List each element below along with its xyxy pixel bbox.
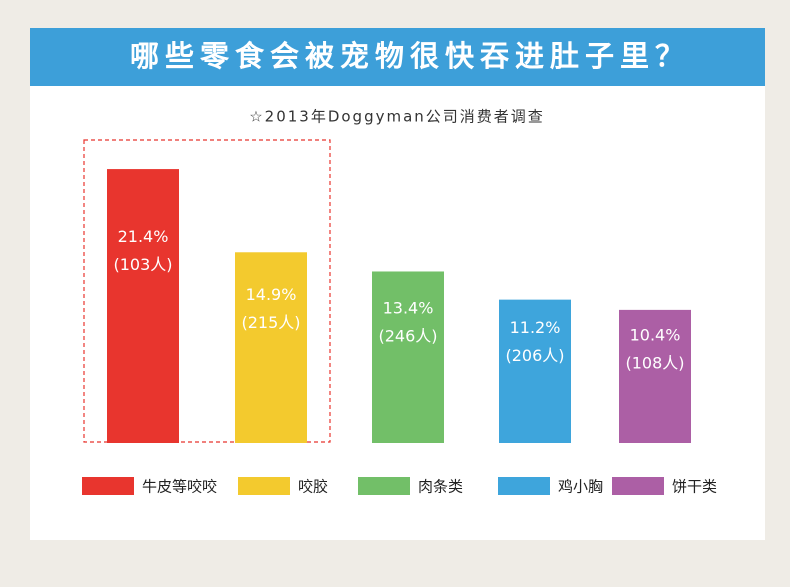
value-label: 14.9% — [246, 285, 297, 304]
legend-label: 饼干类 — [672, 478, 717, 496]
count-label: (108人) — [625, 353, 684, 372]
legend-label: 牛皮等咬咬 — [142, 478, 217, 496]
value-label: 10.4% — [630, 325, 681, 344]
title-banner — [30, 28, 765, 86]
legend-label: 肉条类 — [418, 478, 463, 496]
legend-swatch — [238, 477, 290, 495]
bar — [499, 299, 571, 443]
value-label: 21.4% — [118, 227, 169, 246]
value-label: 11.2% — [510, 318, 561, 337]
bar — [107, 169, 179, 443]
highlight-box — [83, 139, 331, 443]
bar — [619, 309, 691, 443]
count-label: (103人) — [113, 255, 172, 274]
bar — [235, 252, 307, 443]
count-label: (206人) — [505, 346, 564, 365]
legend-label: 鸡小胸 — [558, 478, 603, 496]
chart-title: 哪些零食会被宠物很快吞进肚子里？ — [130, 39, 690, 73]
value-label: 13.4% — [383, 298, 434, 317]
legend-label: 咬胶 — [298, 478, 328, 496]
legend-swatch — [358, 477, 410, 495]
count-label: (215人) — [241, 313, 300, 332]
count-label: (246人) — [378, 326, 437, 345]
bar — [372, 271, 444, 443]
legend-swatch — [498, 477, 550, 495]
legend-swatch — [82, 477, 134, 495]
legend-swatch — [612, 477, 664, 495]
chart-subtitle: ☆2013年Doggyman公司消费者调查 — [249, 108, 545, 126]
